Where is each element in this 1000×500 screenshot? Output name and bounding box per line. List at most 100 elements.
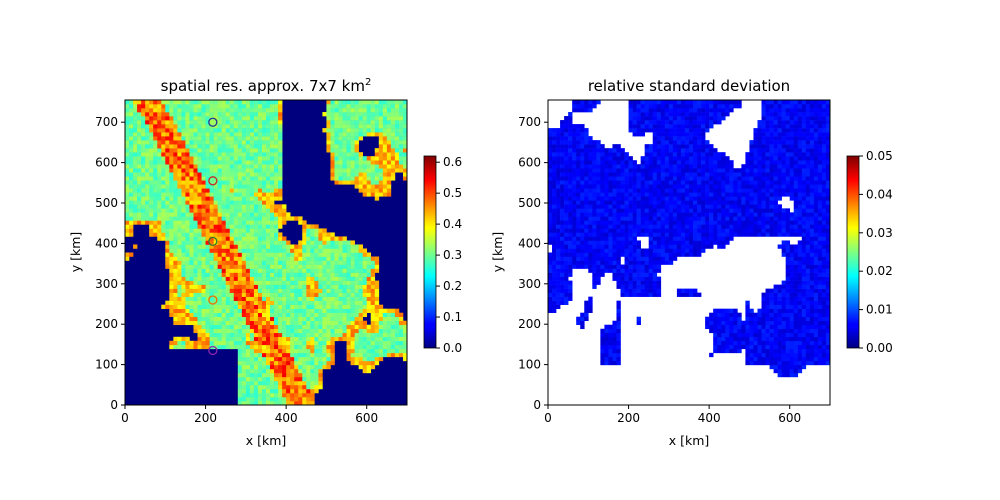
left-cell	[338, 308, 343, 313]
left-cell	[350, 328, 355, 334]
left-cell	[310, 324, 315, 330]
left-cell	[294, 288, 299, 293]
right-cell	[652, 260, 658, 265]
left-cell	[185, 164, 190, 169]
right-cell	[697, 244, 702, 249]
left-cell	[310, 312, 315, 318]
right-cell	[572, 232, 577, 237]
left-cell	[237, 104, 243, 109]
left-cell	[213, 148, 218, 153]
left-cell	[298, 216, 303, 221]
right-cell	[729, 340, 734, 346]
right-cell	[805, 276, 811, 281]
left-cell	[241, 272, 247, 277]
left-cell	[330, 304, 335, 309]
left-cell	[233, 148, 239, 153]
left-cell	[237, 204, 243, 209]
left-cell	[153, 180, 158, 185]
left-cell	[233, 120, 239, 125]
left-cell	[201, 316, 206, 322]
left-cell	[245, 160, 251, 165]
left-cell	[249, 384, 255, 390]
left-cell	[330, 128, 335, 133]
left-cell	[294, 356, 299, 362]
right-cell	[765, 332, 770, 338]
left-cell	[306, 328, 311, 334]
left-cell	[197, 100, 202, 105]
left-cell	[386, 176, 392, 181]
left-cell	[346, 128, 351, 133]
right-cell	[781, 280, 786, 285]
left-cell	[205, 332, 210, 338]
left-cell	[257, 252, 263, 257]
left-cell	[249, 392, 255, 398]
left-cell	[386, 152, 392, 157]
left-cell	[261, 392, 267, 398]
right-cell	[580, 324, 585, 330]
left-cell	[378, 180, 384, 185]
right-cell	[616, 224, 621, 229]
left-cell	[334, 308, 339, 313]
left-cell	[213, 212, 218, 217]
right-cell	[560, 260, 565, 265]
left-cell	[286, 400, 291, 405]
right-cell	[725, 328, 730, 334]
right-cell	[628, 276, 633, 281]
right-cell	[793, 260, 799, 265]
left-cell	[330, 156, 335, 161]
left-cell	[378, 320, 384, 326]
right-cell	[620, 228, 625, 233]
left-cell	[145, 104, 150, 109]
left-cell	[370, 336, 376, 342]
right-cell	[693, 248, 698, 253]
left-cell	[133, 192, 138, 197]
left-cell	[185, 132, 190, 137]
left-cell	[197, 264, 202, 269]
left-cell	[245, 340, 251, 346]
left-cell	[209, 328, 214, 334]
right-cell	[632, 264, 637, 269]
left-cell	[342, 120, 347, 125]
left-cell	[346, 264, 351, 269]
right-cell	[765, 320, 770, 326]
left-cell	[141, 104, 146, 109]
left-cell	[197, 280, 202, 285]
right-cell	[548, 224, 553, 229]
left-cell	[257, 112, 263, 117]
left-cell	[322, 328, 327, 334]
right-cell	[652, 252, 658, 257]
right-cell	[693, 244, 698, 249]
left-cell	[278, 252, 283, 257]
left-cell	[141, 208, 146, 213]
left-cell	[334, 132, 339, 137]
left-cell	[205, 320, 210, 326]
right-cell	[785, 348, 791, 354]
right-cell	[745, 224, 750, 229]
right-cell	[793, 300, 799, 305]
left-cell	[229, 268, 235, 273]
left-cell	[306, 228, 311, 233]
left-cell	[153, 108, 158, 113]
left-cell	[209, 284, 214, 289]
left-cell	[149, 168, 154, 173]
left-cell	[398, 140, 404, 145]
left-cell	[253, 272, 259, 277]
left-cell	[366, 188, 372, 193]
left-cell	[229, 304, 235, 309]
left-cell	[310, 280, 315, 285]
left-cell	[213, 296, 218, 301]
left-cell	[233, 228, 239, 233]
right-cell	[580, 232, 585, 237]
left-cell	[274, 384, 279, 390]
left-cell	[382, 192, 388, 197]
left-cell	[370, 116, 376, 121]
left-cell	[310, 356, 315, 362]
left-cell	[378, 348, 384, 354]
right-cell	[556, 304, 561, 309]
right-cell	[705, 224, 710, 229]
left-cell	[290, 268, 295, 273]
right-cell	[777, 224, 782, 229]
left-cell	[229, 204, 235, 209]
left-cell	[270, 144, 275, 149]
left-cell	[314, 280, 319, 285]
